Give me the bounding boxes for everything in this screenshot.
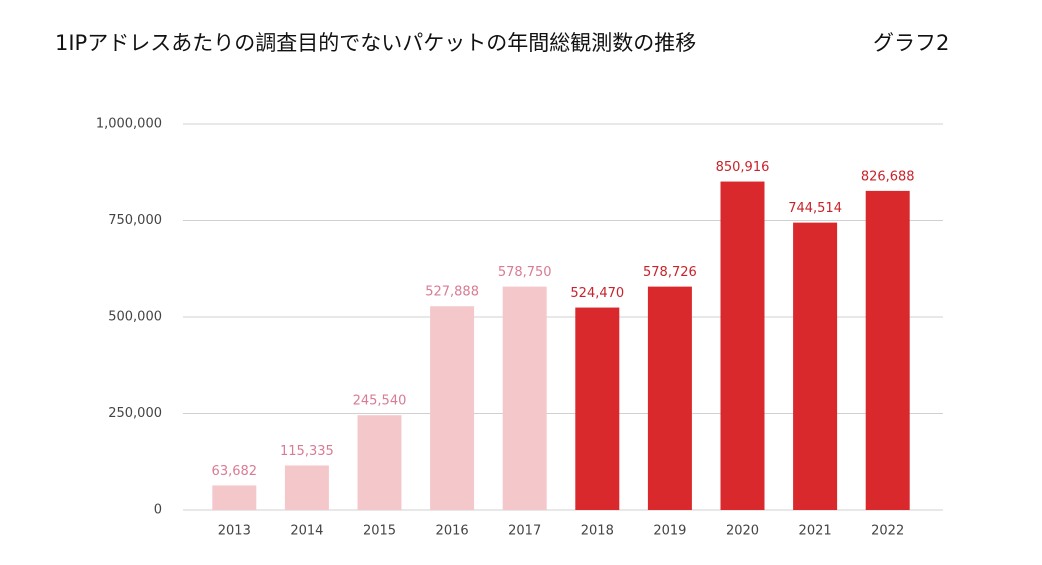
value-label: 524,470 (570, 286, 624, 301)
value-label: 578,750 (498, 265, 552, 280)
value-label: 578,726 (643, 265, 697, 280)
x-tick-label: 2015 (363, 524, 396, 539)
bar (502, 286, 547, 510)
y-tick-label: 250,000 (108, 406, 162, 421)
x-tick-label: 2016 (436, 524, 469, 539)
figure-label: グラフ2 (873, 31, 949, 55)
bar (212, 485, 257, 510)
y-tick-label: 0 (154, 503, 162, 518)
x-tick-label: 2013 (218, 524, 251, 539)
x-tick-label: 2020 (726, 524, 759, 539)
x-tick-label: 2018 (581, 524, 614, 539)
value-label: 63,682 (212, 464, 258, 479)
chart-title: 1IPアドレスあたりの調査目的でないパケットの年間総観測数の推移 (55, 31, 696, 55)
value-label: 744,514 (788, 201, 842, 216)
bar (647, 286, 692, 510)
bar (357, 415, 402, 510)
value-label: 527,888 (425, 285, 479, 300)
bar (284, 465, 329, 510)
value-label: 115,335 (280, 444, 334, 459)
bar (430, 306, 475, 510)
x-tick-label: 2021 (799, 524, 832, 539)
value-label: 245,540 (353, 394, 407, 409)
y-tick-label: 1,000,000 (96, 117, 162, 132)
bar (793, 222, 838, 510)
bar (720, 181, 765, 510)
y-tick-label: 500,000 (108, 310, 162, 325)
y-tick-label: 750,000 (108, 213, 162, 228)
bar (865, 190, 910, 510)
x-tick-label: 2019 (653, 524, 686, 539)
value-label: 826,688 (861, 169, 915, 184)
value-label: 850,916 (716, 160, 770, 175)
x-tick-label: 2022 (871, 524, 904, 539)
x-tick-label: 2017 (508, 524, 541, 539)
bar (575, 307, 620, 510)
x-tick-label: 2014 (290, 524, 323, 539)
